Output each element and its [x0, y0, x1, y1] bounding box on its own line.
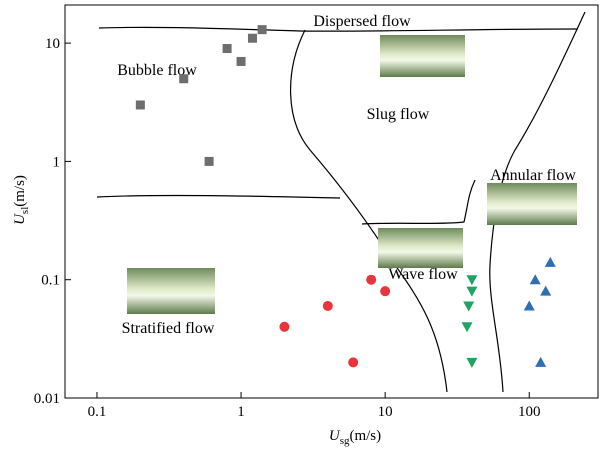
data-point	[279, 321, 290, 332]
data-point	[380, 286, 391, 297]
data-point	[348, 357, 359, 368]
region-label: Stratified flow	[122, 320, 215, 337]
data-point	[247, 33, 257, 43]
y-tick-label: 0.1	[41, 273, 60, 289]
plot-frame	[64, 4, 599, 399]
data-point	[204, 156, 214, 166]
x-tick-label: 0.1	[88, 404, 107, 420]
x-tick-label: 10	[378, 404, 393, 420]
photos	[127, 35, 577, 314]
region-label: Dispersed flow	[313, 13, 411, 30]
data-point	[535, 356, 547, 367]
data-point	[366, 274, 377, 285]
y-tick-label: 1	[53, 154, 61, 170]
region-label: Annular flow	[490, 167, 576, 184]
y-tick-label: 10	[45, 36, 60, 52]
data-point	[523, 300, 535, 311]
region-label: Wave flow	[388, 266, 458, 283]
data-point	[544, 256, 556, 267]
region-label: Slug flow	[367, 106, 430, 123]
data-point	[466, 286, 478, 297]
x-tick-label: 100	[518, 404, 541, 420]
data-point	[529, 274, 541, 285]
data-point	[257, 25, 267, 35]
region-label: Bubble flow	[117, 62, 197, 79]
x-axis-label: Usg(m/s)	[329, 428, 381, 447]
data-point	[466, 275, 478, 286]
data-point	[222, 44, 232, 54]
data-point	[135, 100, 145, 110]
y-axis-label: Usl(m/s)	[12, 175, 31, 225]
data-point	[179, 74, 189, 84]
y-tick-label: 0.01	[34, 391, 60, 407]
data-point	[461, 322, 473, 333]
x-tick-label: 1	[237, 404, 245, 420]
regime-boundaries	[96, 11, 586, 393]
data-point	[236, 56, 246, 66]
data-point	[322, 300, 333, 311]
data-point	[466, 357, 478, 368]
data-point	[540, 285, 552, 296]
data-point	[463, 301, 475, 312]
